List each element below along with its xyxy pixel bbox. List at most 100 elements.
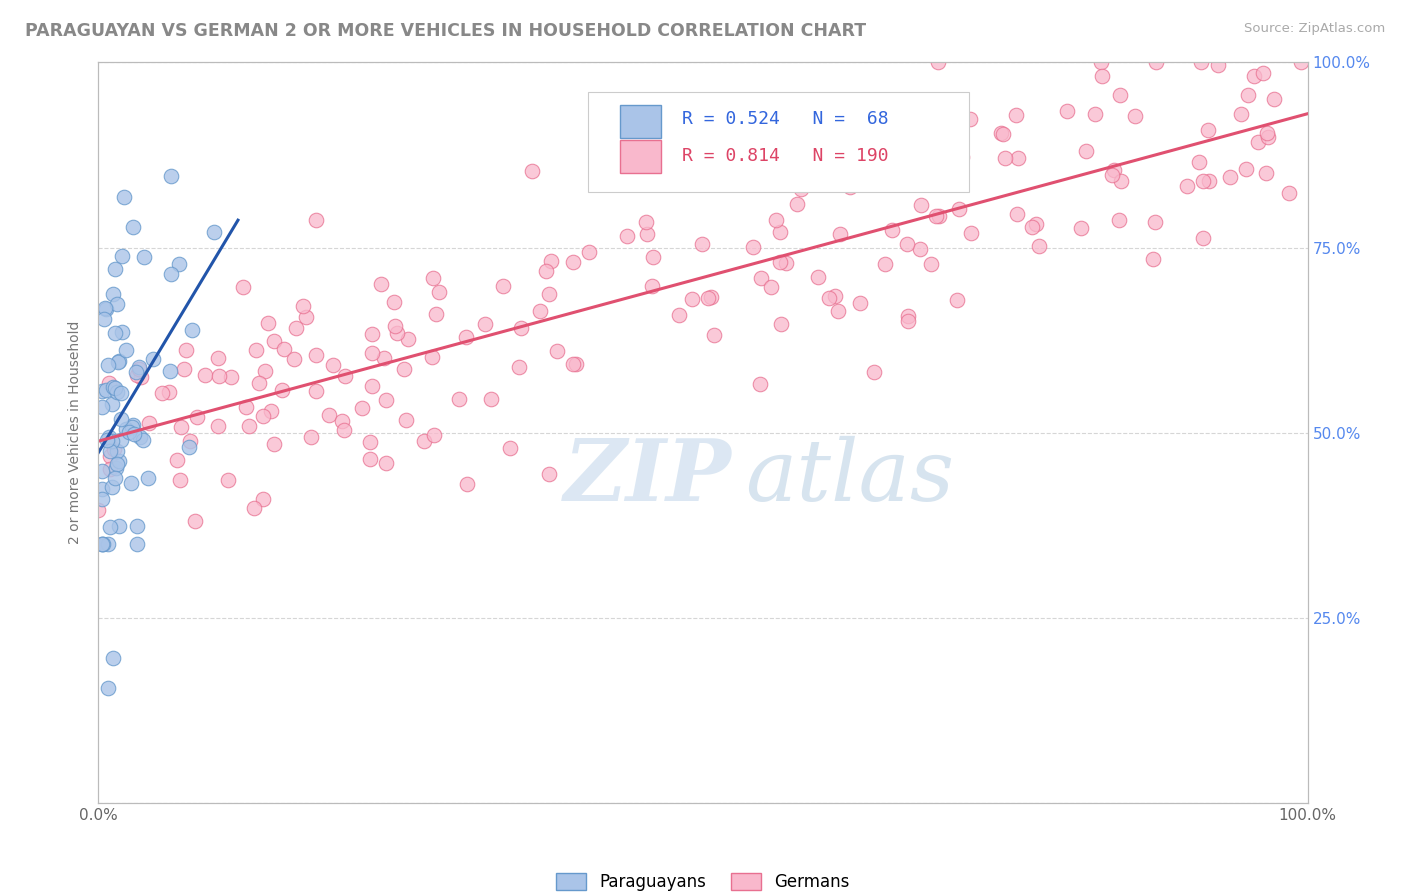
Point (87, 502, 110, 516)
Point (830, 227, 852, 242)
Point (1188, 154, 1211, 169)
Point (990, 126, 1012, 140)
Point (422, 270, 444, 285)
Point (1230, 107, 1253, 121)
Point (122, 220, 145, 235)
Point (929, 150, 952, 164)
Point (681, 292, 703, 306)
Point (97, 430, 120, 444)
Point (318, 408, 340, 422)
Point (827, 304, 849, 318)
Point (510, 320, 533, 334)
Point (546, 344, 568, 359)
Point (540, 254, 562, 268)
Point (927, 150, 949, 164)
Point (427, 285, 450, 299)
Point (257, 316, 280, 330)
Text: ZIP: ZIP (564, 435, 731, 519)
Point (125, 368, 148, 383)
Point (920, 257, 942, 271)
Point (761, 280, 783, 294)
Point (925, 209, 948, 223)
Point (330, 414, 353, 428)
Point (897, 314, 920, 328)
Point (108, 454, 131, 468)
Point (636, 227, 658, 241)
Point (91, 536, 114, 550)
Point (252, 491, 274, 506)
Point (160, 267, 183, 281)
Text: R = 0.524   N =  68: R = 0.524 N = 68 (682, 111, 889, 128)
Point (332, 423, 354, 437)
Point (98, 461, 121, 475)
Point (1084, 107, 1107, 121)
Point (1251, 66, 1274, 80)
Point (107, 355, 129, 369)
Point (96, 383, 118, 397)
Point (127, 536, 149, 550)
Point (91, 401, 114, 415)
Point (790, 182, 813, 196)
Point (111, 325, 134, 339)
Point (305, 213, 328, 227)
Point (1243, 70, 1265, 84)
Point (420, 350, 443, 364)
Point (110, 412, 132, 426)
Point (873, 257, 896, 271)
Point (928, 209, 950, 223)
Point (217, 473, 239, 487)
Point (91, 464, 114, 478)
Point (703, 327, 725, 342)
Point (948, 202, 970, 216)
Point (254, 364, 277, 378)
Point (636, 215, 658, 229)
Point (243, 500, 266, 515)
Point (769, 255, 792, 269)
Point (142, 352, 165, 367)
Point (373, 351, 395, 365)
Point (839, 180, 862, 194)
Point (775, 256, 797, 270)
Point (1144, 55, 1167, 70)
Point (110, 434, 132, 448)
Point (1004, 108, 1026, 122)
Point (578, 245, 600, 260)
Point (159, 364, 181, 378)
Point (105, 444, 128, 458)
Point (849, 296, 872, 310)
Point (700, 290, 723, 304)
Point (1256, 126, 1278, 140)
Point (1142, 252, 1164, 266)
Point (128, 362, 150, 376)
Point (1247, 135, 1270, 149)
Point (91, 482, 114, 496)
Point (361, 326, 384, 341)
Point (166, 453, 188, 467)
Point (295, 310, 318, 324)
Point (157, 385, 180, 400)
Point (748, 377, 770, 392)
Point (101, 397, 124, 411)
Point (1007, 207, 1029, 221)
Point (1263, 92, 1285, 106)
Point (690, 237, 713, 252)
Point (91, 384, 114, 398)
Point (1175, 179, 1198, 194)
Point (454, 330, 477, 344)
Point (1007, 151, 1029, 165)
Point (991, 127, 1014, 141)
Point (97, 681, 120, 695)
Point (104, 471, 127, 485)
Point (1025, 217, 1047, 231)
Point (134, 250, 156, 264)
Point (125, 365, 148, 379)
Point (232, 280, 254, 294)
Point (863, 365, 886, 379)
Point (1109, 174, 1132, 188)
Point (115, 422, 138, 436)
Point (807, 269, 830, 284)
Point (104, 460, 127, 475)
Point (207, 351, 229, 365)
Point (120, 476, 142, 491)
Point (1108, 213, 1130, 227)
